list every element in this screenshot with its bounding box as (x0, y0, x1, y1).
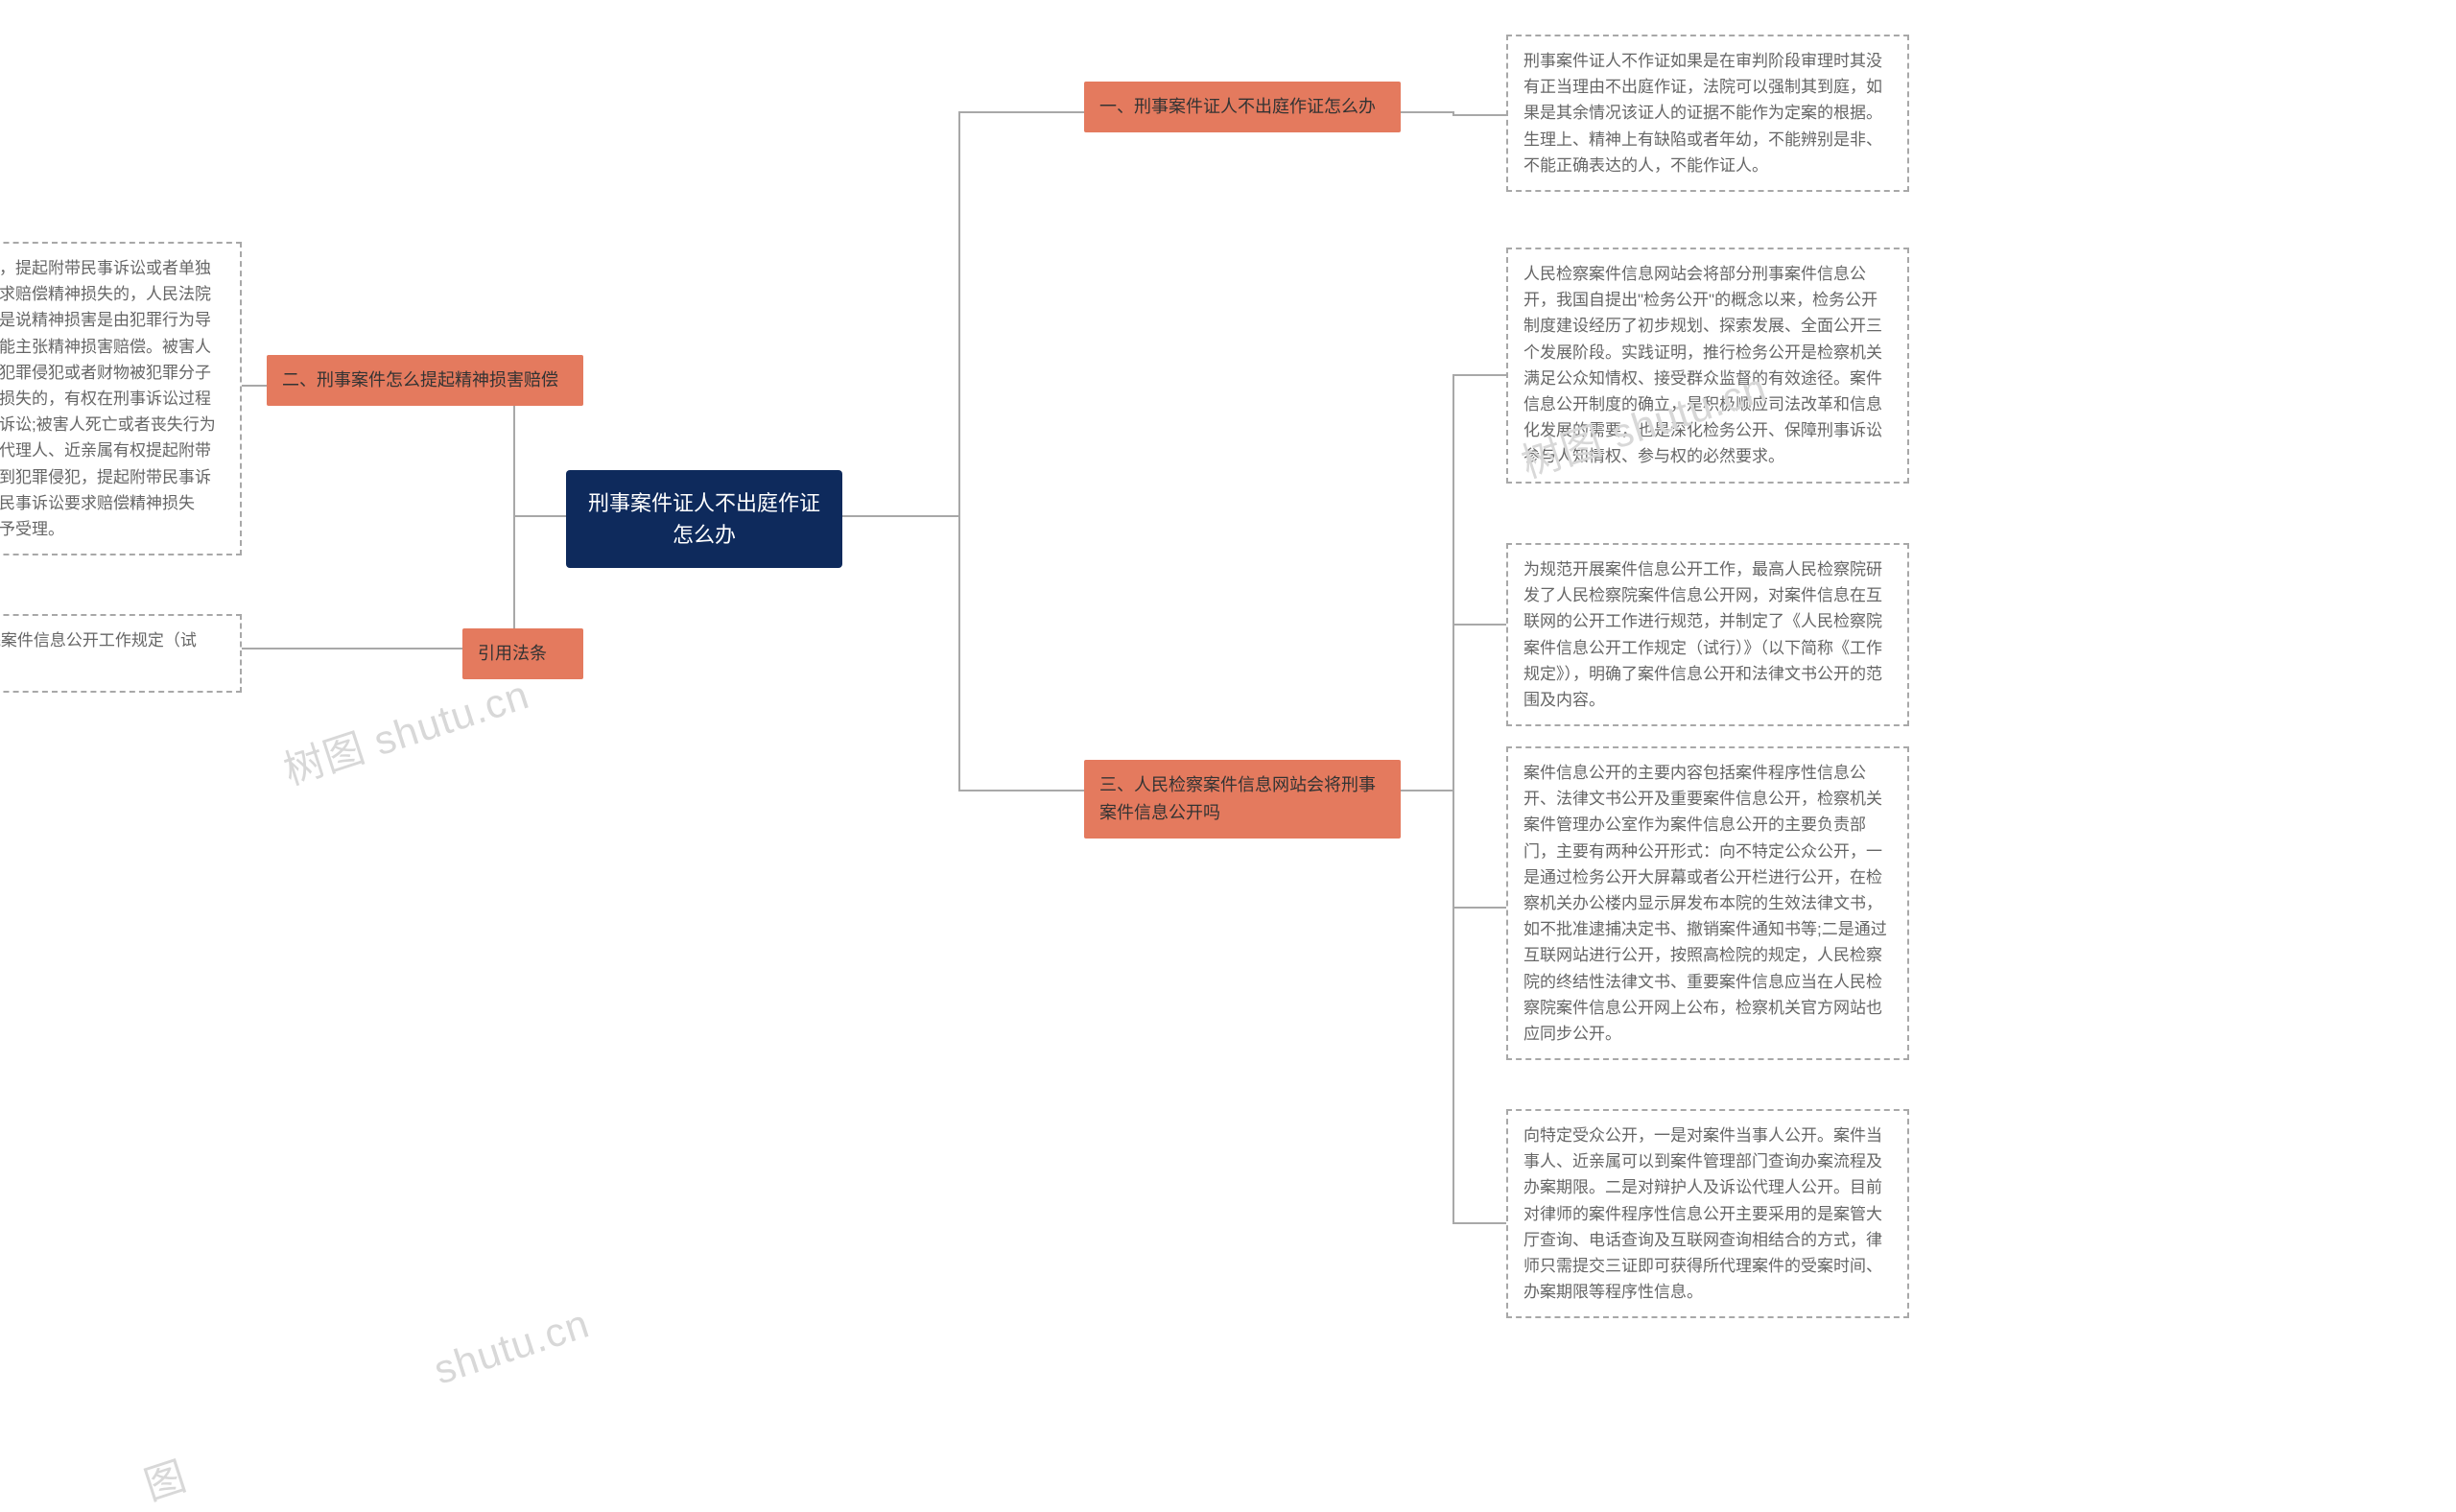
leaf-ref: [1]《人民检察院案件信息公开工作规定（试行）》 (0, 614, 242, 693)
connectors-layer (0, 0, 2456, 1503)
watermark-4: 图 (136, 1444, 194, 1512)
section-ref: 引用法条 (462, 628, 583, 679)
leaf-3c: 案件信息公开的主要内容包括案件程序性信息公开、法律文书公开及重要案件信息公开，检… (1506, 746, 1909, 1060)
section-ref-label: 引用法条 (478, 644, 547, 663)
section-2-label: 二、刑事案件怎么提起精神损害赔偿 (282, 370, 558, 390)
section-1: 一、刑事案件证人不出庭作证怎么办 (1084, 82, 1401, 132)
leaf-3b: 为规范开展案件信息公开工作，最高人民检察院研发了人民检察院案件信息公开网，对案件… (1506, 543, 1909, 726)
section-2: 二、刑事案件怎么提起精神损害赔偿 (267, 355, 583, 406)
leaf-1: 刑事案件证人不作证如果是在审判阶段审理时其没有正当理由不出庭作证，法院可以强制其… (1506, 35, 1909, 192)
center-line2: 怎么办 (673, 523, 736, 547)
leaf-3d-text: 向特定受众公开，一是对案件当事人公开。案件当事人、近亲属可以到案件管理部门查询办… (1523, 1126, 1882, 1301)
section-3-label: 三、人民检察案件信息网站会将刑事案件信息公开吗 (1099, 775, 1376, 822)
center-node: 刑事案件证人不出庭作证 怎么办 (566, 470, 842, 568)
watermark-1: 树图 shutu.cn (275, 662, 535, 796)
leaf-3b-text: 为规范开展案件信息公开工作，最高人民检察院研发了人民检察院案件信息公开网，对案件… (1523, 560, 1882, 709)
leaf-2: 因受到犯罪侵犯，提起附带民事诉讼或者单独提起民事诉讼要求赔偿精神损失的，人民法院… (0, 242, 242, 555)
section-1-label: 一、刑事案件证人不出庭作证怎么办 (1099, 97, 1376, 116)
leaf-3a-text: 人民检察案件信息网站会将部分刑事案件信息公开，我国自提出"检务公开"的概念以来，… (1523, 265, 1882, 465)
leaf-ref-text: [1]《人民检察院案件信息公开工作规定（试行）》 (0, 631, 197, 675)
center-line1: 刑事案件证人不出庭作证 (588, 491, 820, 515)
leaf-2-text: 因受到犯罪侵犯，提起附带民事诉讼或者单独提起民事诉讼要求赔偿精神损失的，人民法院… (0, 259, 216, 538)
leaf-3d: 向特定受众公开，一是对案件当事人公开。案件当事人、近亲属可以到案件管理部门查询办… (1506, 1109, 1909, 1318)
leaf-1-text: 刑事案件证人不作证如果是在审判阶段审理时其没有正当理由不出庭作证，法院可以强制其… (1523, 52, 1882, 175)
leaf-3c-text: 案件信息公开的主要内容包括案件程序性信息公开、法律文书公开及重要案件信息公开，检… (1523, 764, 1887, 1043)
watermark-3: shutu.cn (429, 1300, 595, 1393)
section-3: 三、人民检察案件信息网站会将刑事案件信息公开吗 (1084, 760, 1401, 839)
leaf-3a: 人民检察案件信息网站会将部分刑事案件信息公开，我国自提出"检务公开"的概念以来，… (1506, 248, 1909, 484)
